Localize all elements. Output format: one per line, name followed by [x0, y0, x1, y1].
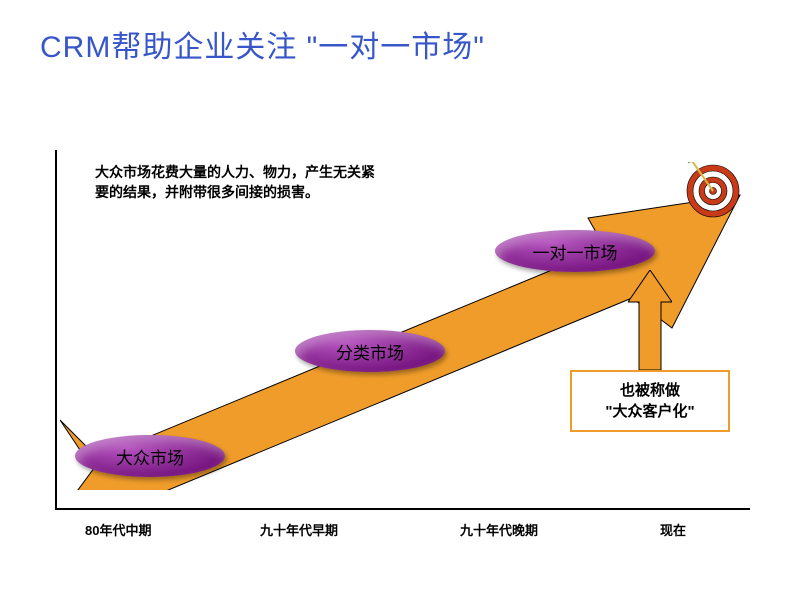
- callout-arrow: [628, 270, 672, 370]
- page-title: CRM帮助企业关注 "一对一市场": [40, 22, 485, 66]
- callout-line1: 也被称做: [620, 380, 680, 401]
- x-label-3: 现在: [660, 520, 686, 539]
- x-label-1: 九十年代早期: [260, 520, 338, 539]
- callout-line2: "大众客户化": [605, 401, 694, 422]
- x-label-0: 80年代中期: [85, 520, 151, 539]
- callout-box: 也被称做 "大众客户化": [570, 370, 730, 432]
- stage-segment-market: 分类市场: [295, 330, 445, 372]
- stage-mass-market: 大众市场: [75, 435, 225, 477]
- chart-area: 大众市场花费大量的人力、物力，产生无关紧要的结果，并附带很多间接的损害。 大众市…: [55, 150, 750, 510]
- y-axis: [55, 150, 57, 510]
- target-icon: [684, 162, 742, 220]
- stage-one-to-one-market: 一对一市场: [495, 230, 655, 272]
- x-axis: [55, 508, 750, 510]
- x-label-2: 九十年代晚期: [460, 520, 538, 539]
- description-text: 大众市场花费大量的人力、物力，产生无关紧要的结果，并附带很多间接的损害。: [95, 162, 375, 203]
